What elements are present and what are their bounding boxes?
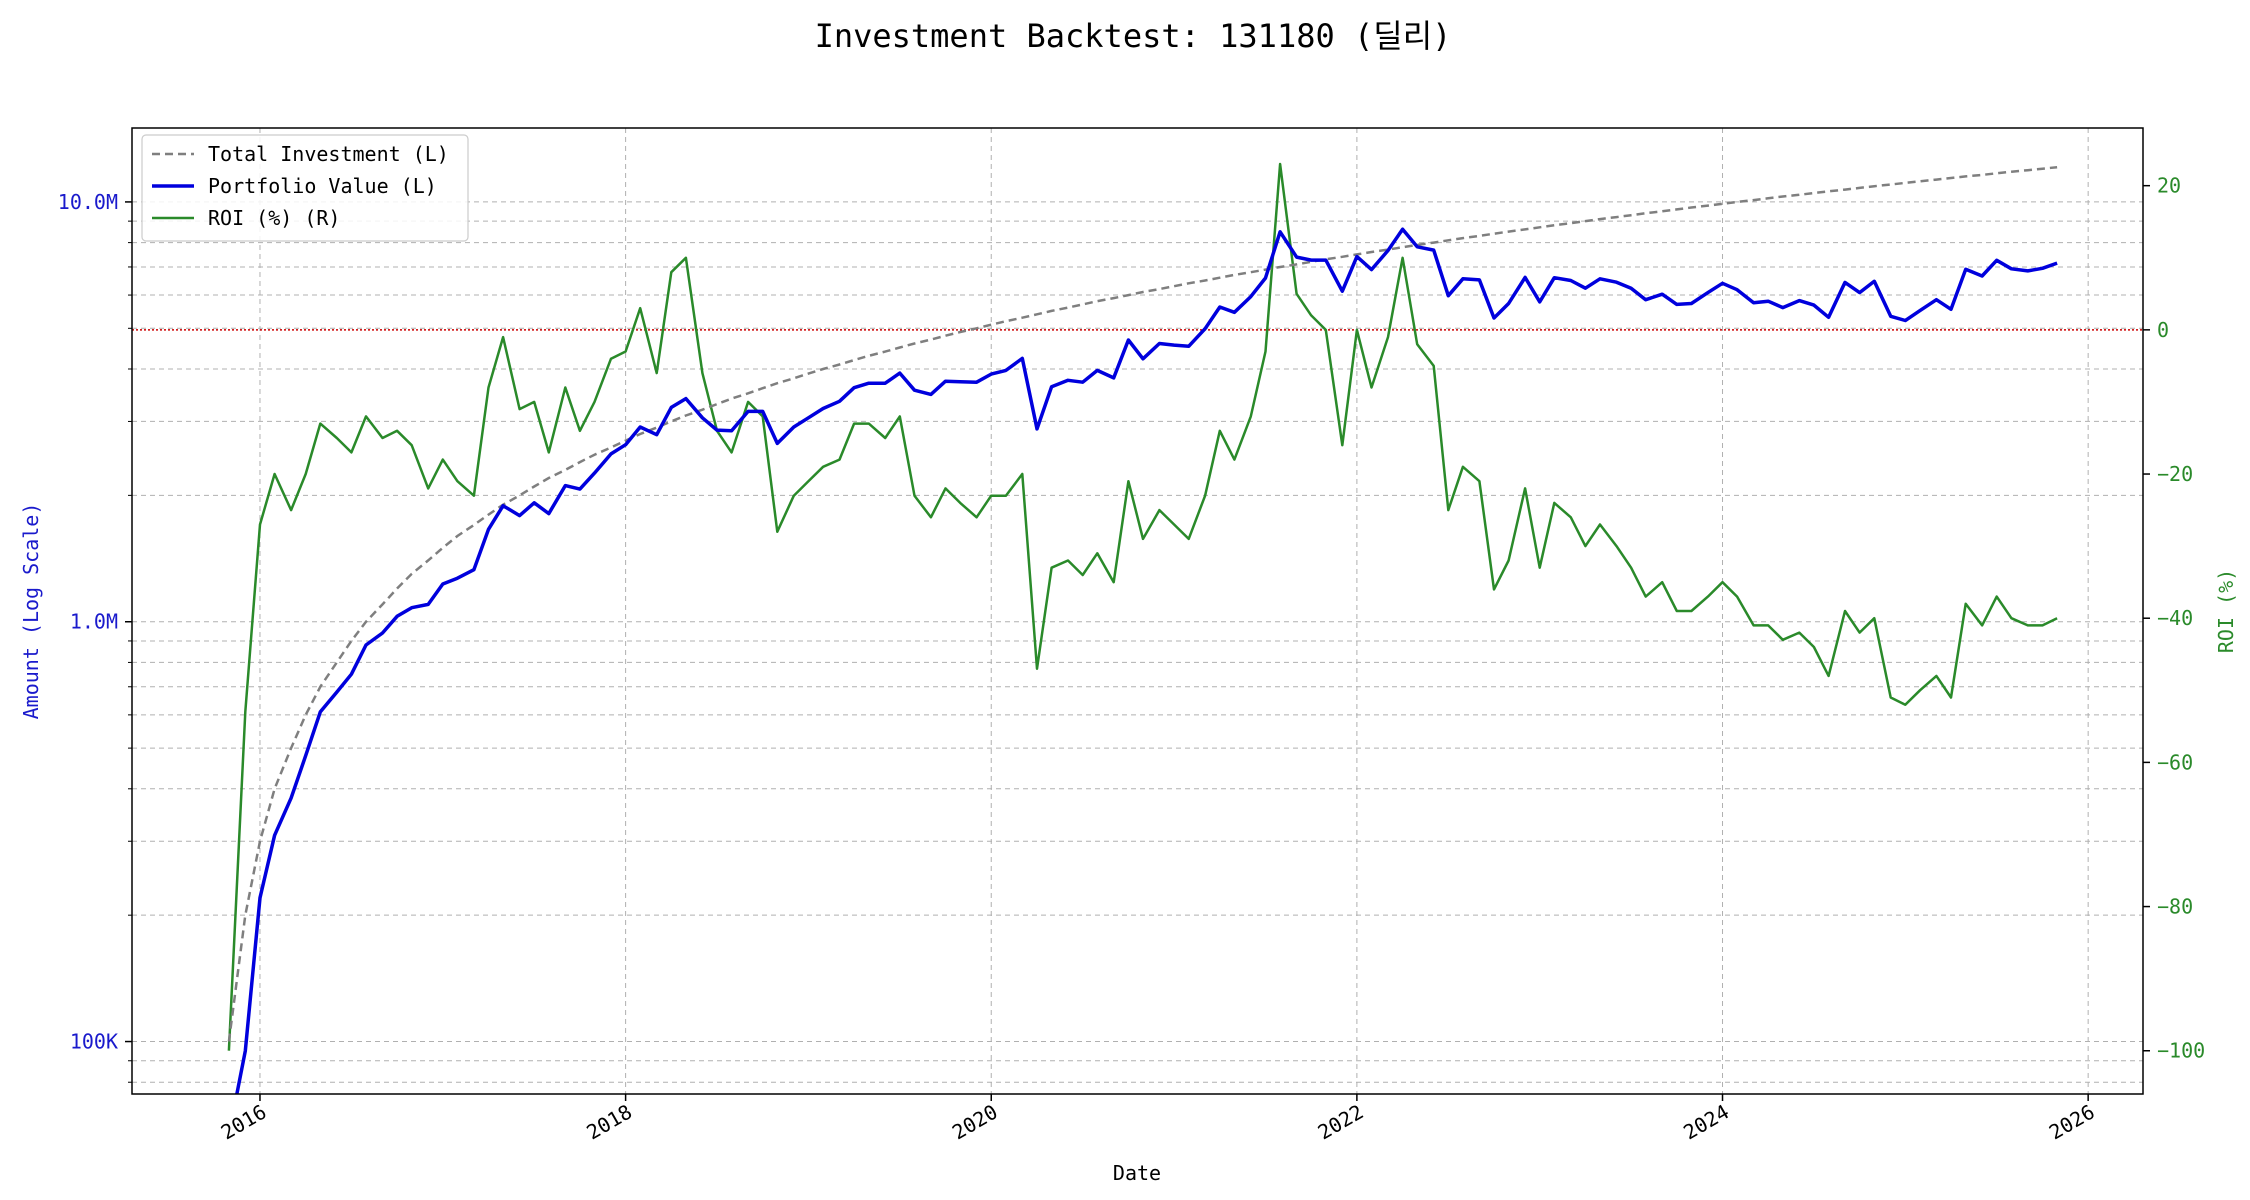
y-right-tick-label: −40	[2157, 606, 2193, 630]
legend-label-portfolio-value: Portfolio Value (L)	[208, 174, 437, 198]
legend: Total Investment (L) Portfolio Value (L)…	[141, 134, 469, 242]
y-right-tick-label: −20	[2157, 462, 2193, 486]
series-layer	[227, 162, 2058, 1094]
series-line-total-investment	[227, 165, 2058, 1042]
y-right-axis-label: ROI (%)	[2214, 569, 2238, 653]
y-right-axis: −100 −80 −60 −40 −20 0 20	[2143, 174, 2205, 1063]
plot-frame	[131, 127, 2144, 1095]
x-axis-label: Date	[1113, 1161, 1161, 1185]
y-left-tick-label: 1.0M	[70, 610, 118, 634]
x-tick-label: 2026	[2045, 1100, 2099, 1145]
chart-title: Investment Backtest: 131180 (딜리)	[815, 17, 1452, 55]
legend-label-total-investment: Total Investment (L)	[208, 142, 449, 166]
x-tick-label: 2018	[582, 1100, 636, 1145]
y-right-tick-label: −80	[2157, 895, 2193, 919]
legend-box	[141, 134, 469, 242]
x-tick-label: 2020	[948, 1100, 1002, 1145]
y-left-axis-label: Amount (Log Scale)	[19, 503, 43, 720]
x-tick-label: 2022	[1314, 1100, 1368, 1145]
y-left-tick-label: 10.0M	[58, 190, 118, 214]
series-line-roi	[227, 162, 2058, 1051]
x-tick-label: 2024	[1679, 1100, 1733, 1145]
grid-layer	[132, 128, 2143, 1094]
x-tick-label: 2016	[217, 1100, 271, 1145]
y-right-tick-label: 0	[2157, 318, 2169, 342]
x-axis: 2016 2018 2020 2022 2024 2026	[217, 1094, 2099, 1144]
series-line-portfolio-value	[235, 227, 2058, 1094]
y-left-tick-label: 100K	[70, 1030, 118, 1054]
y-left-axis: 100K 1.0M 10.0M	[58, 190, 132, 1083]
y-right-tick-label: −100	[2157, 1039, 2205, 1063]
y-right-tick-label: −60	[2157, 750, 2193, 774]
legend-label-roi: ROI (%) (R)	[208, 206, 340, 230]
y-right-tick-label: 20	[2157, 174, 2181, 198]
